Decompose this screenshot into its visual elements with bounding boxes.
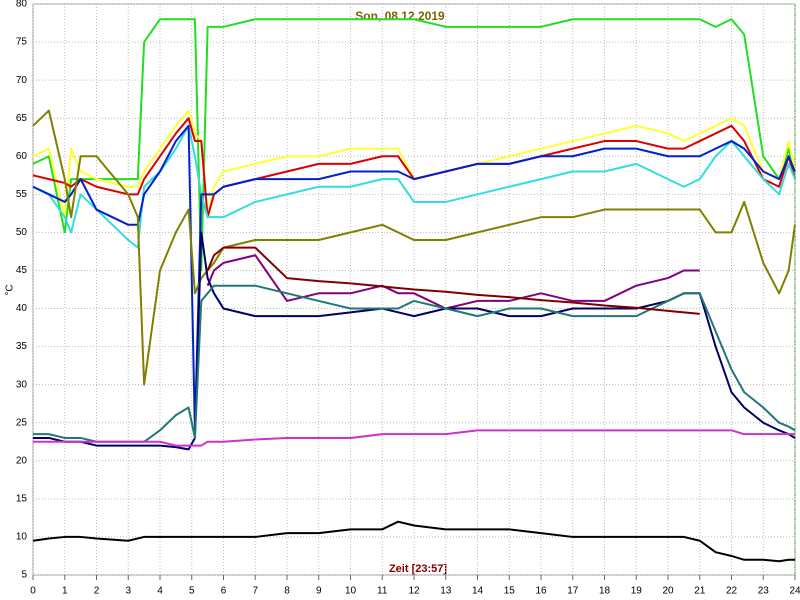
x-tick-label: 24	[789, 586, 800, 597]
x-tick-label: 17	[567, 586, 579, 597]
y-tick-label: 15	[16, 494, 28, 505]
series-line	[32, 109, 796, 386]
x-tick-label: 1	[62, 586, 68, 597]
y-tick-label: 10	[16, 532, 28, 543]
series-line	[206, 254, 700, 310]
y-tick-label: 50	[16, 227, 28, 238]
x-tick-label: 0	[30, 586, 36, 597]
y-tick-label: 45	[16, 265, 28, 276]
x-tick-label: 22	[726, 586, 738, 597]
y-tick-label: 5	[21, 570, 27, 581]
x-tick-label: 5	[189, 586, 195, 597]
y-tick-label: 25	[16, 417, 28, 428]
series-line	[206, 246, 700, 315]
x-tick-label: 23	[758, 586, 770, 597]
x-tick-label: 16	[535, 586, 547, 597]
y-tick-label: 80	[16, 0, 28, 10]
x-tick-label: 21	[694, 586, 706, 597]
y-tick-label: 55	[16, 189, 28, 200]
x-tick-label: 10	[345, 586, 357, 597]
y-axis-label: °C	[5, 284, 16, 295]
series-line	[32, 520, 795, 563]
x-tick-label: 4	[157, 586, 163, 597]
x-axis-label: Zeit [23:57]	[389, 563, 447, 575]
x-tick-label: 7	[252, 586, 258, 597]
x-tick-label: 11	[377, 586, 388, 597]
x-tick-label: 6	[221, 586, 227, 597]
y-tick-label: 20	[16, 455, 28, 466]
x-tick-label: 12	[408, 586, 420, 597]
y-tick-label: 30	[16, 379, 28, 390]
series-line	[32, 124, 796, 432]
series-line	[33, 429, 795, 447]
series-line	[32, 124, 796, 249]
x-tick-label: 2	[94, 586, 100, 597]
x-tick-label: 13	[440, 586, 452, 597]
x-tick-label: 3	[125, 586, 131, 597]
x-tick-label: 9	[316, 586, 322, 597]
x-tick-label: 14	[472, 586, 484, 597]
y-tick-label: 65	[16, 113, 28, 124]
x-tick-label: 18	[599, 586, 611, 597]
series-line	[32, 117, 796, 219]
series-line	[33, 231, 796, 451]
chart-title: Son, 08.12.2019	[355, 9, 445, 23]
y-tick-label: 40	[16, 303, 28, 314]
y-tick-label: 60	[16, 151, 28, 162]
x-tick-label: 20	[662, 586, 674, 597]
series-line	[32, 109, 796, 219]
y-tick-label: 75	[16, 37, 28, 48]
y-tick-label: 35	[16, 341, 28, 352]
y-tick-label: 70	[16, 75, 28, 86]
x-tick-label: 8	[284, 586, 290, 597]
series-line	[32, 18, 796, 272]
x-tick-label: 19	[631, 586, 643, 597]
x-tick-label: 15	[504, 586, 516, 597]
